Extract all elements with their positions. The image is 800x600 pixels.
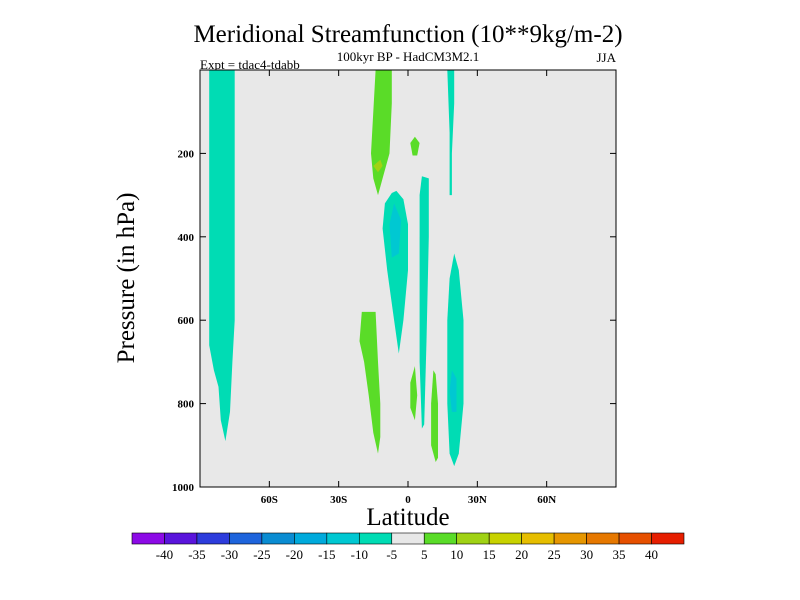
- contour-region-upper-near-equator-positive: [410, 136, 420, 156]
- contour-region-lower-tropical-positive: [359, 311, 381, 454]
- colorbar-swatch: [358, 532, 393, 545]
- x-tick-label: 60S: [261, 494, 278, 506]
- contour-region-northern-upper-negative: [447, 70, 455, 196]
- colorbar-swatch: [586, 532, 620, 545]
- colorbar-swatch: [488, 532, 522, 545]
- colorbar-label: -20: [286, 547, 303, 562]
- colorbar-swatch: [521, 532, 555, 545]
- y-tick-label: 400: [178, 232, 195, 244]
- colorbar-label: -15: [318, 547, 335, 562]
- colorbar-swatch: [456, 532, 490, 545]
- contour-region-lower-northern-negative-core: [449, 370, 457, 412]
- colorbar-label: -35: [188, 547, 205, 562]
- plot-background: [200, 70, 616, 487]
- colorbar-label: -10: [351, 547, 368, 562]
- y-axis: 200 400 600 800 1000: [172, 148, 616, 494]
- y-axis-label: Pressure (in hPa): [113, 193, 140, 364]
- x-axis: 60S 30S 0 30N 60N: [261, 70, 556, 506]
- colorbar-label: -5: [386, 547, 397, 562]
- plot-area: [199, 69, 617, 488]
- colorbar: -40 -35 -30 -25 -20 -15 -10 -5 5 10 15 20 25 30 35 40: [131, 532, 685, 562]
- contour-region-upper-tropical-positive-core: [373, 159, 383, 173]
- colorbar-swatch: [651, 532, 685, 545]
- colorbar-label: -30: [221, 547, 238, 562]
- colorbar-label: 40: [645, 547, 658, 562]
- colorbar-swatch: [261, 532, 295, 545]
- x-tick-label: 60N: [537, 494, 556, 506]
- contour-region-lower-near-equator-positive: [410, 366, 418, 421]
- experiment-label: Expt = tdac4-tdabb: [200, 57, 300, 72]
- colorbar-swatch: [618, 532, 652, 545]
- contour-region-tropical-upper-negative-core: [389, 203, 402, 258]
- colorbar-label: 25: [548, 547, 561, 562]
- colorbar-swatch: [326, 532, 360, 545]
- y-tick-label: 800: [178, 399, 195, 411]
- colorbar-label: 15: [483, 547, 496, 562]
- colorbar-swatch: [164, 532, 198, 545]
- contour-region-equatorial-narrow-negative: [419, 176, 429, 429]
- colorbar-swatch: [131, 532, 165, 545]
- season-label: JJA: [596, 50, 616, 65]
- x-axis-label: Latitude: [366, 504, 449, 531]
- y-tick-label: 1000: [172, 482, 195, 494]
- chart-title: Meridional Streamfunction (10**9kg/m-2): [193, 21, 622, 48]
- x-tick-label: 30N: [468, 494, 487, 506]
- x-tick-label: 30S: [330, 494, 347, 506]
- colorbar-label: 20: [515, 547, 528, 562]
- contour-region-sh-high-lat-negative: [209, 70, 235, 442]
- colorbar-swatch: [294, 532, 328, 545]
- colorbar-swatch: [423, 532, 458, 545]
- colorbar-label: -40: [156, 547, 173, 562]
- y-tick-label: 600: [178, 315, 195, 327]
- colorbar-swatch: [229, 532, 263, 545]
- contour-region-lower-north-positive: [431, 370, 438, 462]
- y-tick-label: 200: [178, 148, 195, 160]
- chart-subtitle: 100kyr BP - HadCM3M2.1: [337, 49, 480, 64]
- x-tick-label: 0: [405, 494, 411, 506]
- colorbar-label: -25: [253, 547, 270, 562]
- colorbar-swatch: [553, 532, 587, 545]
- colorbar-label: 10: [450, 547, 463, 562]
- colorbar-swatch: [196, 532, 230, 545]
- colorbar-label: 35: [613, 547, 626, 562]
- contour-region-lower-northern-negative: [447, 253, 464, 467]
- colorbar-label: 30: [580, 547, 593, 562]
- contour-regions: [209, 70, 464, 467]
- contour-region-tropical-upper-negative: [382, 190, 408, 354]
- colorbar-label: 5: [421, 547, 428, 562]
- colorbar-swatch: [391, 532, 425, 545]
